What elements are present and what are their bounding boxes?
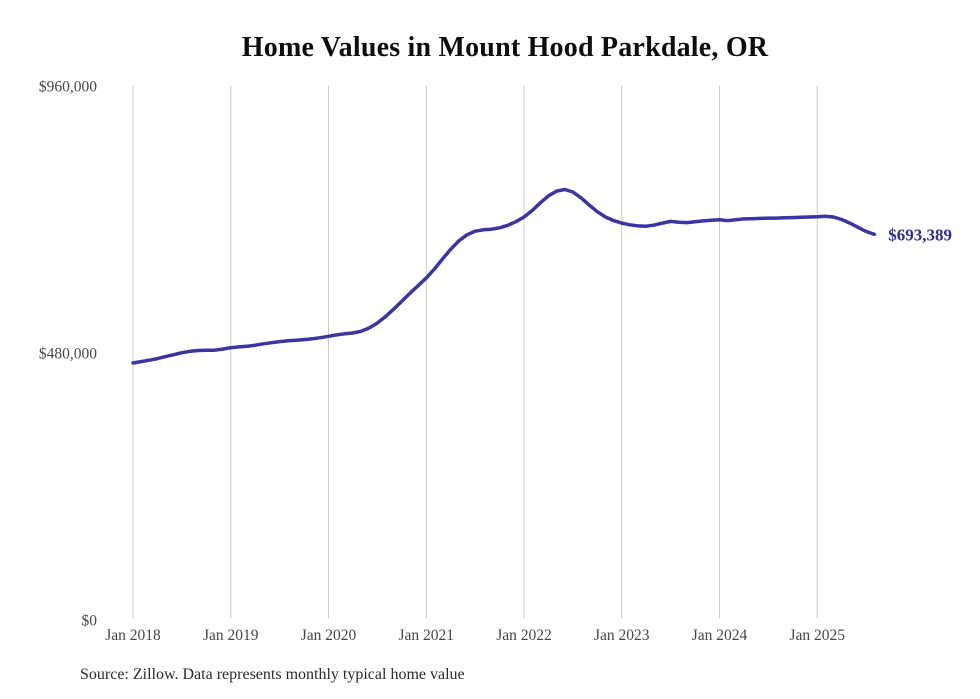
latest-value-label: $693,389 [888,225,952,244]
y-tick-label: $480,000 [39,346,97,363]
x-tick-label: Jan 2021 [398,627,454,644]
x-tick-label: Jan 2024 [692,627,748,644]
home-value-series-line [131,187,877,365]
x-tick-label: Jan 2023 [594,627,650,644]
chart-title: Home Values in Mount Hood Parkdale, OR [241,32,769,63]
source-note: Source: Zillow. Data represents monthly … [80,666,465,683]
x-tick-label: Jan 2019 [203,627,259,644]
x-tick-label: Jan 2018 [105,627,161,644]
x-tick-label: Jan 2025 [789,627,845,644]
y-tick-label: $0 [82,613,98,630]
x-tick-label: Jan 2022 [496,627,552,644]
x-tick-label: Jan 2020 [301,627,357,644]
y-tick-label: $960,000 [39,79,97,96]
